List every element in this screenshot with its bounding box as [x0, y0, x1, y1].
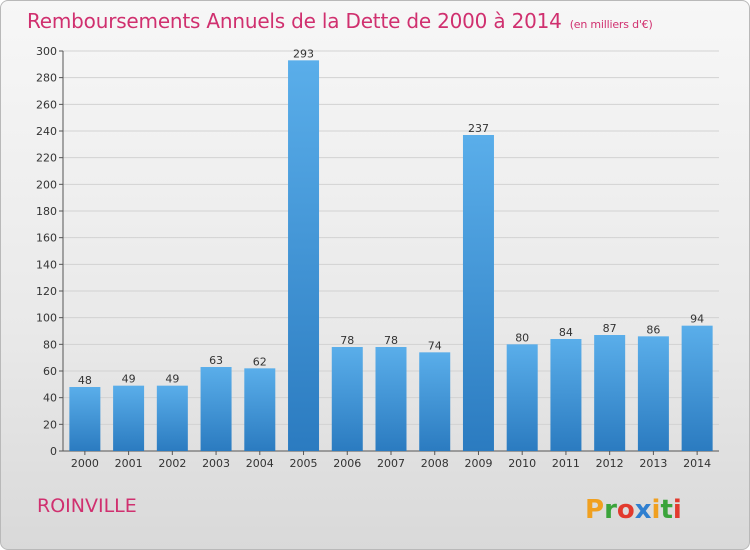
value-label-2005: 293 — [293, 47, 314, 60]
y-tick-label: 220 — [36, 152, 57, 165]
y-tick-label: 180 — [36, 205, 57, 218]
bar-2000 — [69, 387, 101, 451]
value-label-2004: 62 — [253, 355, 267, 368]
value-label-2007: 78 — [384, 334, 398, 347]
chart-unit: (en milliers d'€) — [569, 18, 653, 31]
x-tick-label-2013: 2013 — [639, 457, 667, 470]
chart-title: Remboursements Annuels de la Dette de 20… — [27, 9, 653, 33]
x-tick-label-2001: 2001 — [115, 457, 143, 470]
y-tick-label: 100 — [36, 312, 57, 325]
x-tick-label-2009: 2009 — [464, 457, 492, 470]
x-tick-labels: 2000 2001 2002 2003 2004 2005 2006 2007 2008 2009… — [71, 451, 711, 470]
y-tick-label: 280 — [36, 72, 57, 85]
value-label-2009: 237 — [468, 122, 489, 135]
y-tick-label: 20 — [43, 418, 57, 431]
y-tick-label: 60 — [43, 365, 57, 378]
value-label-2008: 74 — [428, 339, 442, 352]
y-tick-label: 40 — [43, 392, 57, 405]
y-tick-label: 240 — [36, 125, 57, 138]
y-tick-label: 160 — [36, 232, 57, 245]
y-tick-label: 80 — [43, 338, 57, 351]
proxiti-logo: Proxiti — [585, 495, 682, 525]
bar-2013 — [637, 336, 669, 451]
x-tick-label-2014: 2014 — [683, 457, 711, 470]
x-tick-label-2008: 2008 — [421, 457, 449, 470]
x-tick-label-2004: 2004 — [246, 457, 274, 470]
y-tick-label: 300 — [36, 45, 57, 58]
value-label-2012: 87 — [603, 322, 617, 335]
x-tick-label-2002: 2002 — [158, 457, 186, 470]
bar-2005 — [288, 60, 320, 451]
x-tick-label-2000: 2000 — [71, 457, 99, 470]
y-tick-label: 140 — [36, 258, 57, 271]
x-tick-label-2003: 2003 — [202, 457, 230, 470]
bar-2010 — [506, 344, 538, 451]
bar-2011 — [550, 339, 582, 451]
value-label-2011: 84 — [559, 326, 573, 339]
value-labels: 48 49 49 63 62 293 78 78 74 237 80 84 87 86 94 — [78, 47, 704, 387]
bar-2001 — [113, 385, 145, 451]
value-label-2006: 78 — [340, 334, 354, 347]
x-tick-label-2012: 2012 — [596, 457, 624, 470]
bar-2007 — [375, 347, 407, 451]
bar-2006 — [331, 347, 363, 451]
value-label-2001: 49 — [122, 373, 136, 386]
value-label-2000: 48 — [78, 374, 92, 387]
bars — [69, 60, 713, 451]
y-tick-label: 0 — [50, 445, 57, 458]
bar-2008 — [419, 352, 451, 451]
x-tick-label-2011: 2011 — [552, 457, 580, 470]
logo-text: Proxiti — [585, 495, 682, 525]
x-tick-label-2007: 2007 — [377, 457, 405, 470]
bar-2012 — [594, 335, 626, 451]
value-label-2013: 86 — [646, 323, 660, 336]
x-tick-label-2005: 2005 — [290, 457, 318, 470]
value-label-2002: 49 — [165, 373, 179, 386]
value-label-2014: 94 — [690, 313, 704, 326]
bar-2002 — [156, 385, 188, 451]
y-tick-label: 120 — [36, 285, 57, 298]
value-label-2003: 63 — [209, 354, 223, 367]
bar-2014 — [681, 325, 713, 451]
commune-name: ROINVILLE — [37, 495, 137, 517]
bar-2003 — [200, 367, 232, 451]
x-tick-label-2010: 2010 — [508, 457, 536, 470]
y-tick-label: 260 — [36, 98, 57, 111]
bar-2004 — [244, 368, 276, 451]
chart-title-text: Remboursements Annuels de la Dette de 20… — [27, 9, 562, 33]
y-tick-label: 200 — [36, 178, 57, 191]
x-tick-label-2006: 2006 — [333, 457, 361, 470]
value-label-2010: 80 — [515, 331, 529, 344]
y-tick-labels: 0 20 40 60 80 100 120 140 160 180 200 220 240 260 280 3… — [36, 45, 63, 458]
bar-2009 — [462, 135, 494, 451]
